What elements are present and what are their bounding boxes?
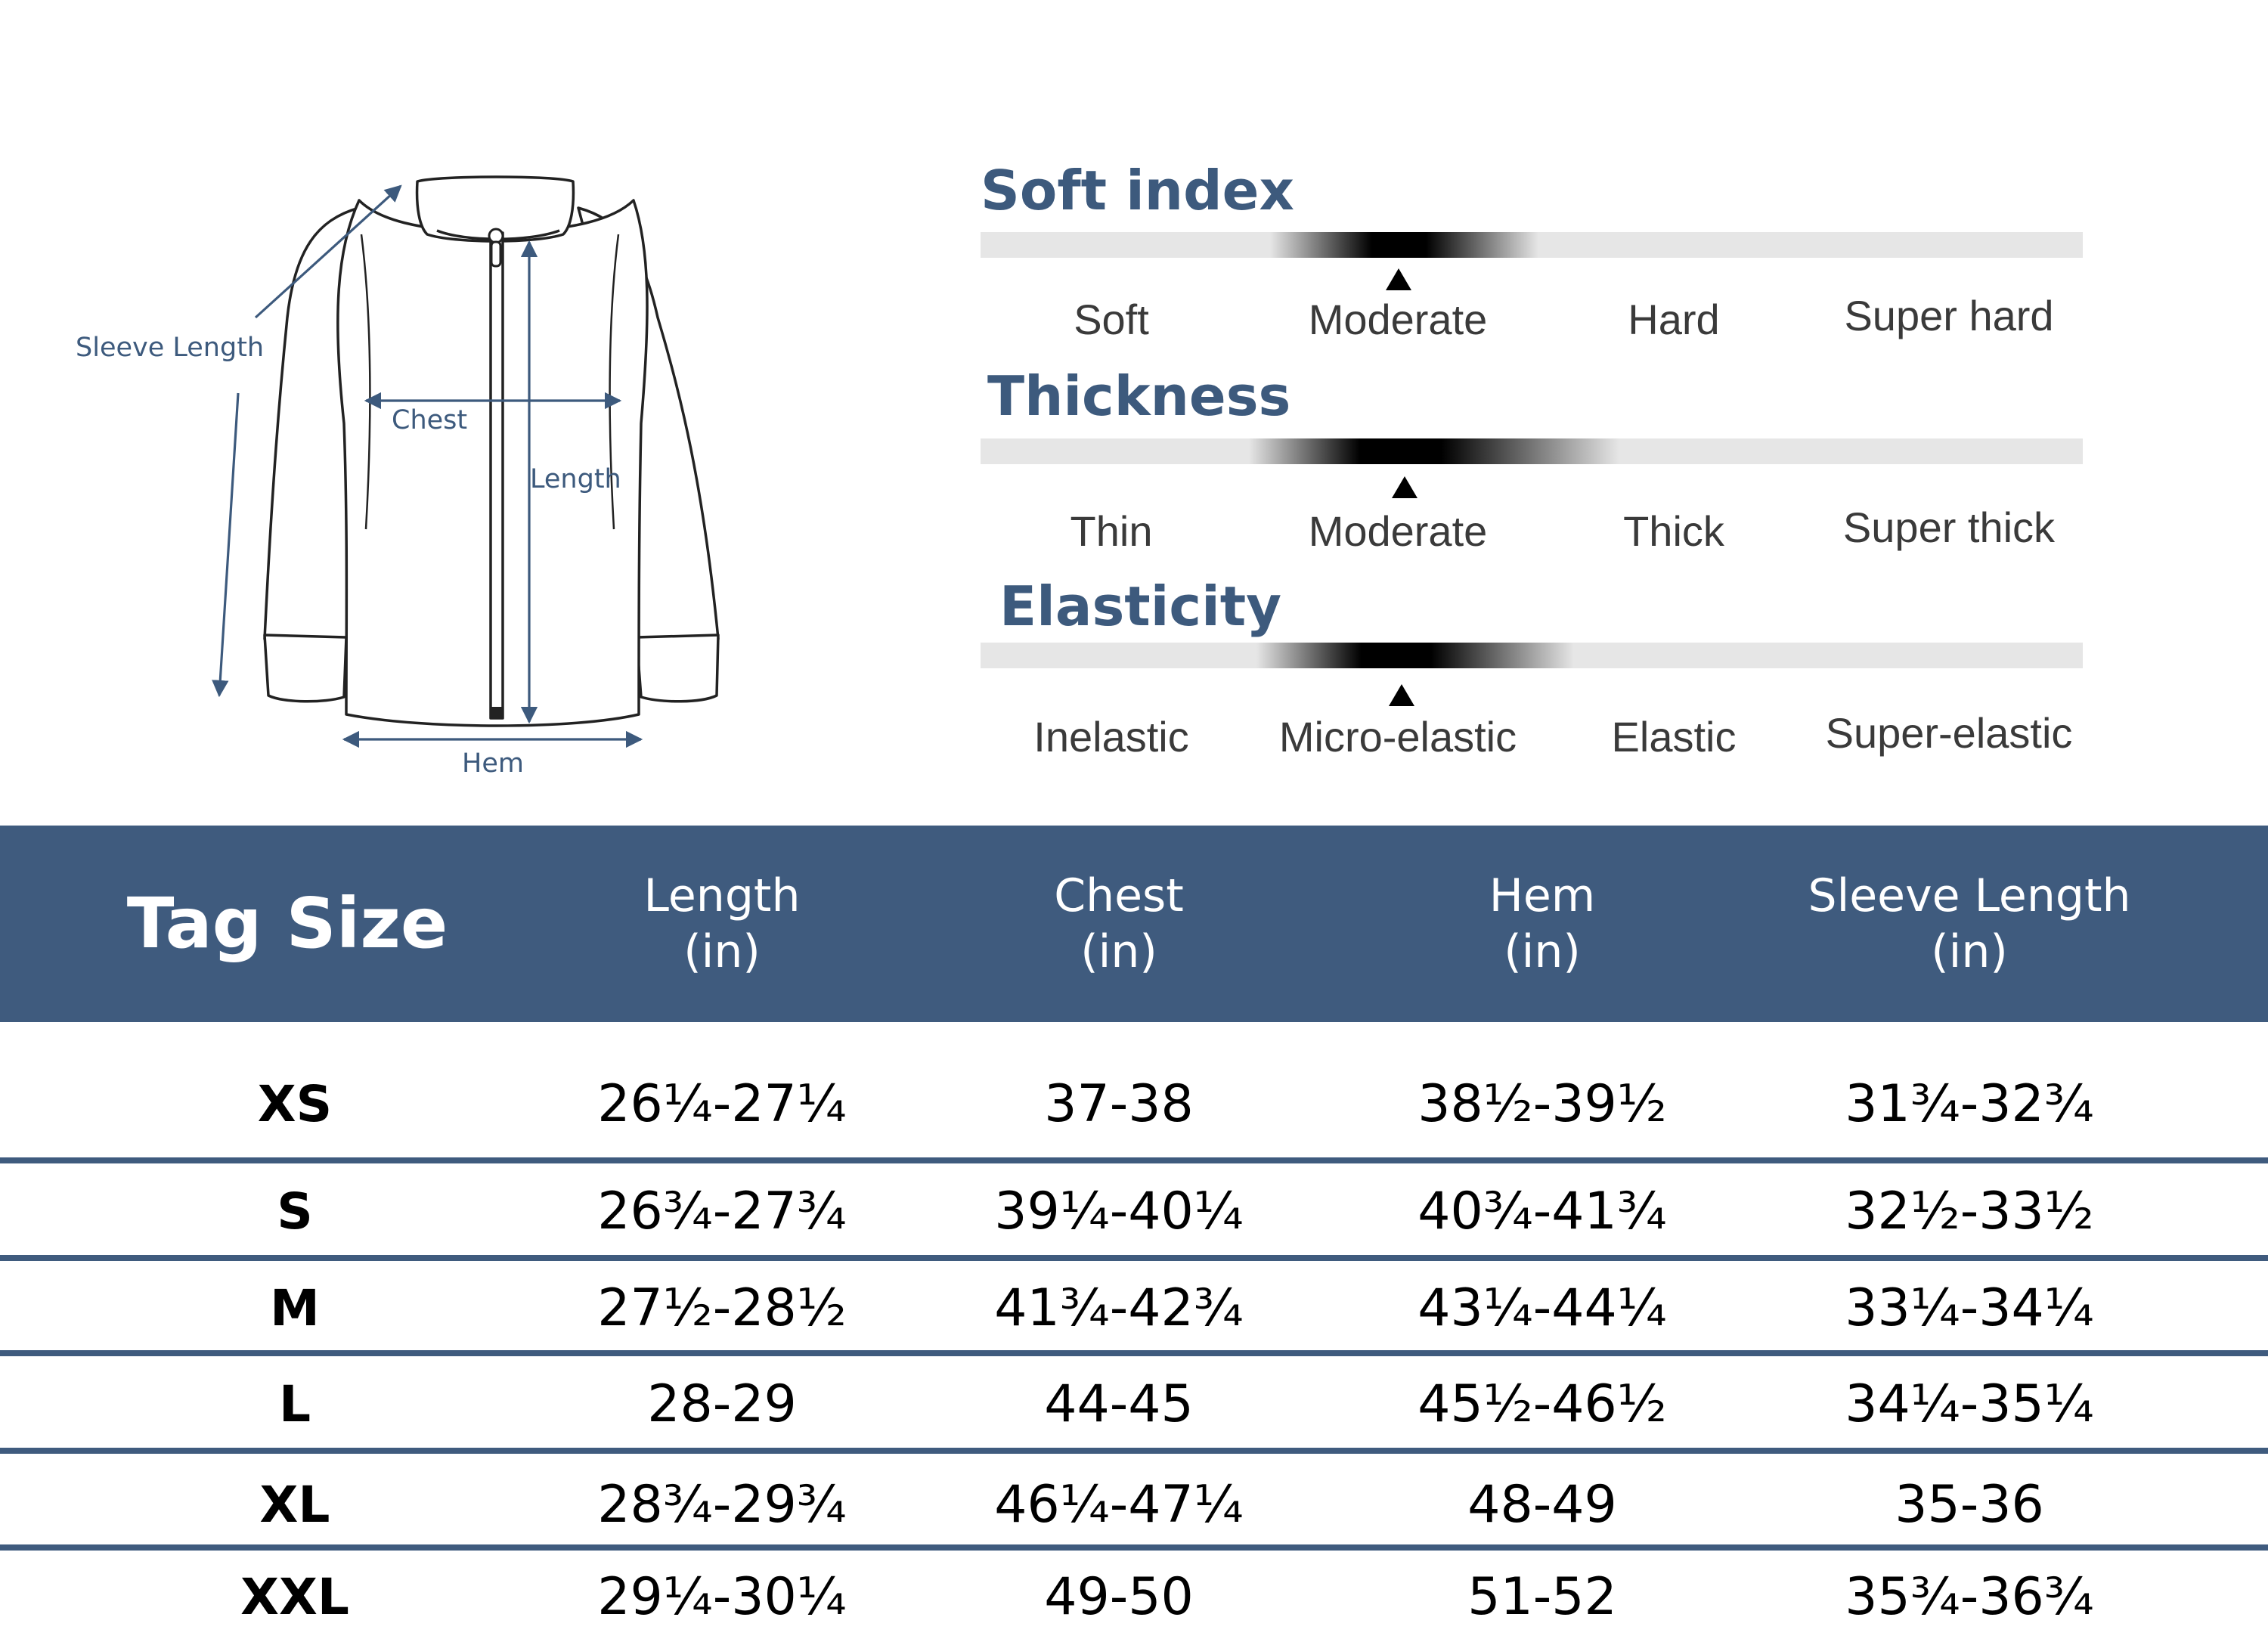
- cell-sleeve-length: 35¾-36¾: [1845, 1567, 2094, 1627]
- row-divider: [0, 1350, 2268, 1356]
- thickness-option-super-thick: Super thick: [1842, 503, 2056, 551]
- soft-index-option-soft: Soft: [1074, 296, 1149, 343]
- cell-hem: 38½-39½: [1418, 1073, 1667, 1134]
- header-length-unit: (in): [683, 925, 761, 978]
- table-row: XXL 29¼-30¼ 49-50 51-52 35¾-36¾: [0, 1554, 2268, 1640]
- cell-tag-size: XXL: [240, 1568, 349, 1626]
- cell-tag-size: L: [278, 1375, 311, 1433]
- cell-chest: 44-45: [1044, 1374, 1194, 1434]
- elasticity-title: Elasticity: [999, 575, 1282, 638]
- cell-hem: 40¾-41¾: [1418, 1182, 1667, 1241]
- soft-index-option-hard: Hard: [1628, 296, 1720, 343]
- table-row: XS 26¼-27¼ 37-38 38½-39½ 31¾-32¾: [0, 1058, 2268, 1149]
- elasticity-option-super-elastic: Super-elastic: [1825, 709, 2073, 757]
- cell-chest: 49-50: [1044, 1567, 1194, 1627]
- row-divider: [0, 1448, 2268, 1454]
- cell-length: 26¾-27¾: [597, 1182, 847, 1241]
- elasticity-track: [981, 643, 2083, 668]
- thickness-option-thick: Thick: [1623, 507, 1724, 555]
- header-length-label: Length: [643, 869, 801, 922]
- jacket-outline-icon: [212, 175, 720, 748]
- size-table-header: Tag Size Length (in) Chest (in) Hem (in)…: [0, 826, 2268, 1022]
- cell-sleeve-length: 33¼-34¼: [1845, 1278, 2094, 1338]
- soft-index-highlight: [1270, 232, 1538, 258]
- header-sleeve-length-unit: (in): [1931, 925, 2008, 978]
- elasticity-option-micro-elastic: Micro-elastic: [1278, 713, 1517, 761]
- cell-tag-size: S: [277, 1182, 313, 1241]
- elasticity-marker-icon: [1389, 684, 1414, 706]
- header-chest-unit: (in): [1080, 925, 1157, 978]
- cell-length: 29¼-30¼: [597, 1567, 847, 1627]
- soft-index-track: [981, 232, 2083, 258]
- cell-length: 28¾-29¾: [597, 1474, 847, 1535]
- row-divider: [0, 1255, 2268, 1261]
- table-row: S 26¾-27¾ 39¼-40¼ 40¾-41¾ 32½-33½: [0, 1168, 2268, 1255]
- header-hem-unit: (in): [1504, 925, 1581, 978]
- elasticity-option-elastic: Elastic: [1611, 713, 1737, 761]
- elasticity-highlight: [1256, 643, 1574, 668]
- table-row: XL 28¾-29¾ 46¼-47¼ 48-49 35-36: [0, 1455, 2268, 1554]
- cell-chest: 46¼-47¼: [994, 1474, 1244, 1535]
- cell-length: 27½-28½: [597, 1278, 847, 1338]
- cell-sleeve-length: 32½-33½: [1845, 1182, 2094, 1241]
- cell-tag-size: XS: [257, 1074, 333, 1133]
- cell-chest: 37-38: [1044, 1073, 1194, 1134]
- cell-length: 28-29: [647, 1374, 797, 1434]
- cell-tag-size: M: [270, 1278, 320, 1337]
- header-tag-size-label: Tag Size: [126, 883, 448, 964]
- header-sleeve-length: Sleeve Length (in): [1784, 826, 2155, 1022]
- header-hem: Hem (in): [1399, 826, 1686, 1022]
- table-row: L 28-29 44-45 45½-46½ 34¼-35¼: [0, 1357, 2268, 1451]
- cell-tag-size: XL: [259, 1475, 330, 1534]
- cell-chest: 41¾-42¾: [994, 1278, 1244, 1338]
- thickness-highlight: [1249, 438, 1619, 464]
- hem-label: Hem: [462, 748, 524, 779]
- header-chest-label: Chest: [1054, 869, 1184, 922]
- jacket-measurement-diagram: Sleeve Length Chest Length Hem: [0, 0, 801, 824]
- cell-hem: 51-52: [1467, 1567, 1617, 1627]
- table-row: M 27½-28½ 41¾-42¾ 43¼-44¼ 33¼-34¼: [0, 1262, 2268, 1353]
- soft-index-option-super-hard: Super hard: [1844, 292, 2054, 339]
- thickness-option-thin: Thin: [1070, 507, 1153, 555]
- cell-hem: 43¼-44¼: [1418, 1278, 1667, 1338]
- cell-chest: 39¼-40¼: [994, 1182, 1244, 1241]
- thickness-title: Thickness: [987, 364, 1291, 428]
- header-sleeve-length-label: Sleeve Length: [1808, 869, 2131, 922]
- soft-index-marker-icon: [1386, 268, 1411, 290]
- header-tag-size: Tag Size: [0, 826, 575, 1022]
- row-divider: [0, 1157, 2268, 1163]
- thickness-option-moderate: Moderate: [1308, 507, 1488, 555]
- cell-length: 26¼-27¼: [597, 1073, 847, 1134]
- header-hem-label: Hem: [1489, 869, 1596, 922]
- elasticity-option-inelastic: Inelastic: [1033, 713, 1189, 761]
- header-length: Length (in): [575, 826, 869, 1022]
- thickness-track: [981, 438, 2083, 464]
- cell-hem: 45½-46½: [1418, 1374, 1667, 1434]
- cell-sleeve-length: 31¾-32¾: [1845, 1073, 2094, 1134]
- header-chest: Chest (in): [975, 826, 1263, 1022]
- cell-sleeve-length: 35-36: [1895, 1474, 2044, 1535]
- soft-index-title: Soft index: [981, 159, 1294, 222]
- length-label: Length: [530, 464, 621, 494]
- sleeve-length-label: Sleeve Length: [76, 333, 265, 363]
- row-divider: [0, 1544, 2268, 1551]
- soft-index-option-moderate: Moderate: [1308, 296, 1488, 343]
- cell-sleeve-length: 34¼-35¼: [1845, 1374, 2094, 1434]
- thickness-marker-icon: [1392, 476, 1418, 498]
- chest-label: Chest: [392, 405, 468, 435]
- cell-hem: 48-49: [1467, 1474, 1617, 1535]
